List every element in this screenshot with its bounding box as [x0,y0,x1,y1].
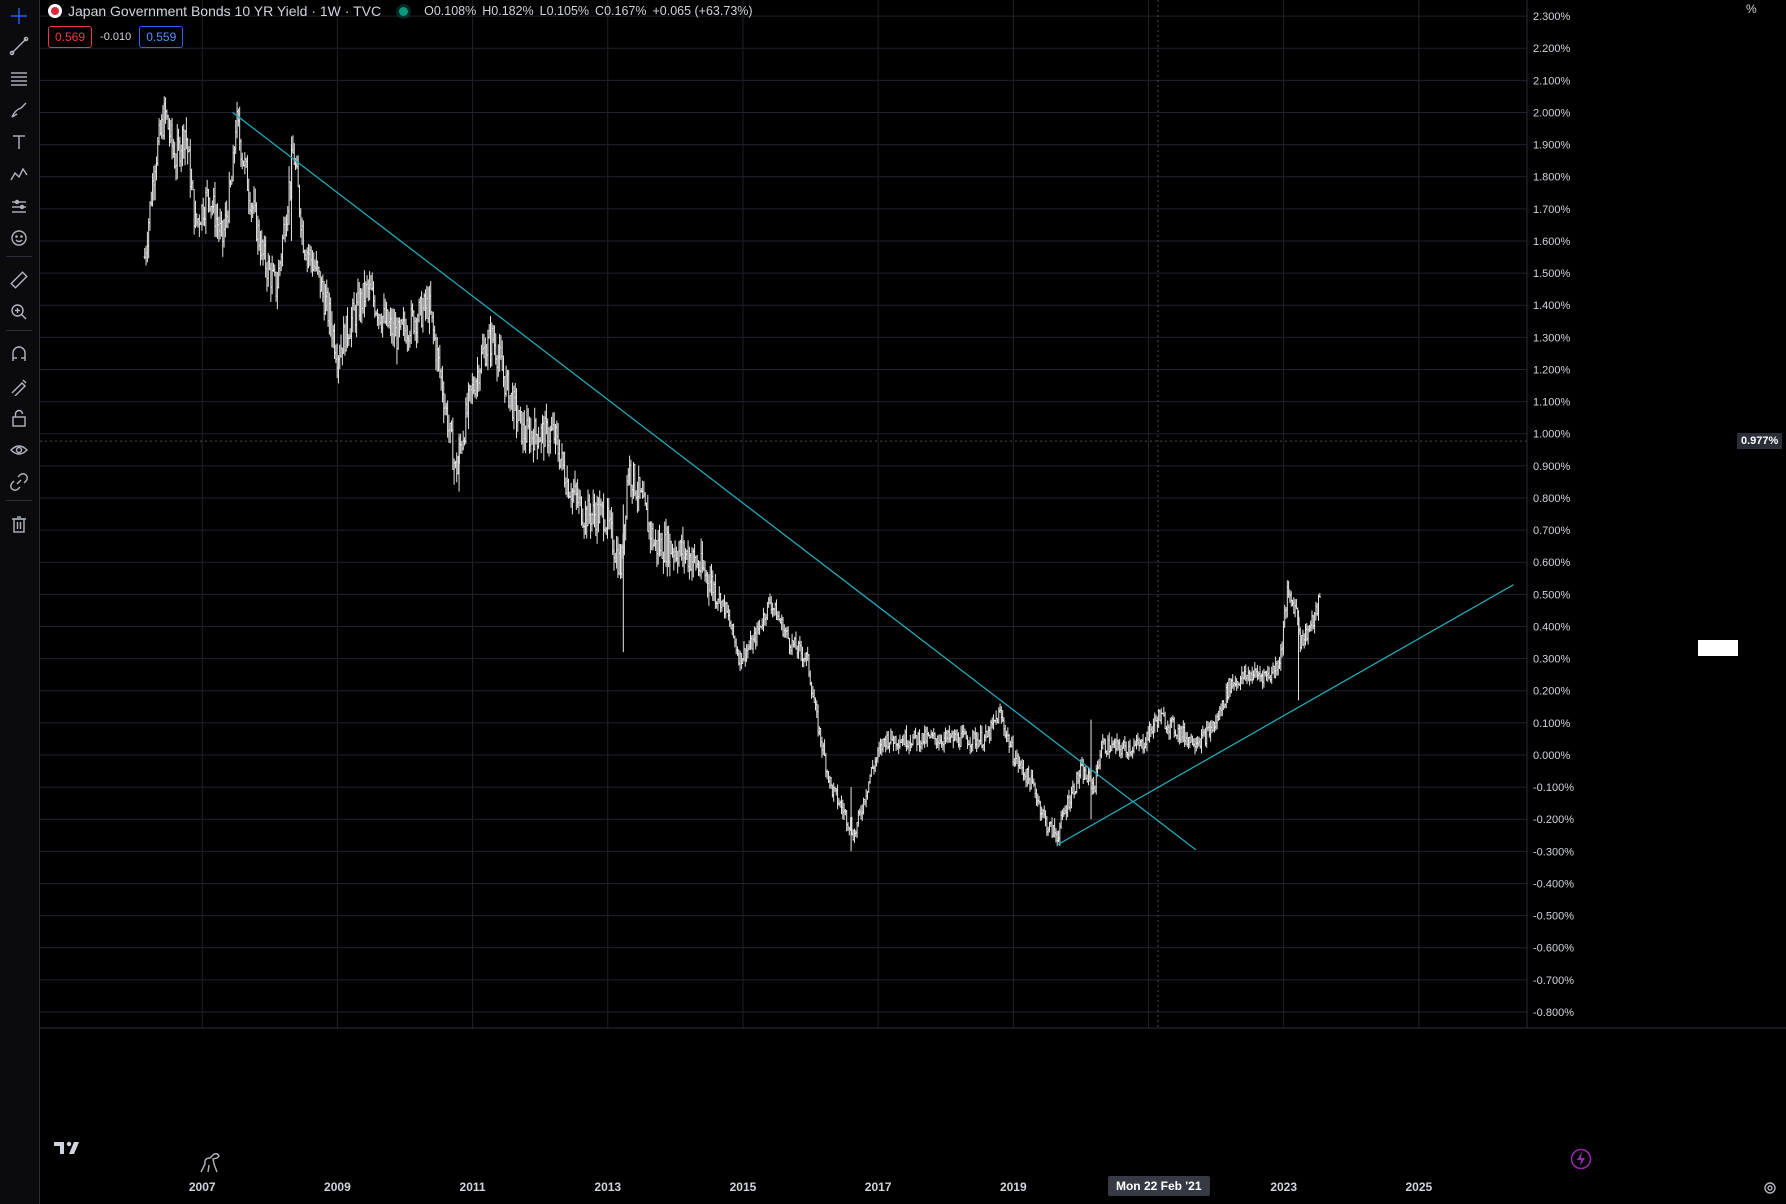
text-tool-icon[interactable] [4,128,34,156]
y-tick-label: 0.900% [1533,461,1571,473]
y-tick-label: 1.700% [1533,204,1571,216]
x-tick-label: 2015 [730,1180,757,1194]
fib-tool-icon[interactable] [4,64,34,92]
ohlc-low: L0.105% [539,4,590,18]
price-chart[interactable]: 2.300% 2.200% 2.100% 2.000% 1.900% 1.800% 1.70… [40,0,1786,1204]
x-tick-label: 2011 [460,1180,486,1194]
sell-price-button[interactable]: 0.569 [48,26,93,48]
y-tick-label: 1.000% [1533,429,1571,441]
chart-area[interactable]: 2.300% 2.200% 2.100% 2.000% 1.900% 1.800% 1.70… [40,0,1786,1204]
lock-icon[interactable] [4,404,34,432]
y-tick-label: -0.100% [1533,782,1574,794]
y-tick-label: 1.200% [1533,364,1571,376]
japan-flag-icon [48,4,62,18]
zoom-in-icon[interactable] [4,298,34,326]
x-tick-label: 2009 [324,1180,351,1194]
y-tick-label: 1.300% [1533,332,1571,344]
crosshair-icon[interactable] [4,2,34,30]
market-status-icon [399,6,409,16]
y-tick-label: 0.300% [1533,654,1571,666]
dinosaur-icon[interactable] [198,1150,224,1174]
y-tick-label: 2.200% [1533,43,1571,55]
lock-drawing-icon[interactable] [4,372,34,400]
y-tick-label: 0.600% [1533,557,1571,569]
x-tick-label: 2007 [189,1180,216,1194]
emoji-tool-icon[interactable] [4,224,34,252]
symbol-legend[interactable]: Japan Government Bonds 10 YR Yield · 1W … [48,1,753,21]
trendlines [232,111,1514,851]
y-tick-label: 2.300% [1533,11,1571,23]
y-tick-label: -0.700% [1533,975,1574,987]
trendline [1056,584,1514,846]
crosshair-price-label: 0.977% [1737,433,1783,450]
drawing-toolbar [0,0,40,1204]
y-tick-label: 2.100% [1533,75,1571,87]
y-tick-label: 1.600% [1533,236,1571,248]
trendline-tool-icon[interactable] [4,32,34,60]
symbol-title[interactable]: Japan Government Bonds 10 YR Yield · 1W … [68,3,382,19]
ohlc-open: O0.108% [424,4,477,18]
ruler-icon[interactable] [4,266,34,294]
price-series [143,96,1322,852]
y-tick-label: 0.800% [1533,493,1571,505]
pattern-tool-icon[interactable] [4,160,34,188]
tradingview-logo-icon[interactable] [54,1140,86,1156]
last-price-marker [1698,640,1738,656]
trash-icon[interactable] [4,510,34,538]
y-tick-label: 1.900% [1533,140,1571,152]
gear-icon[interactable] [1762,1180,1778,1196]
y-tick-label: 1.800% [1533,172,1571,184]
y-tick-label: 1.100% [1533,397,1571,409]
y-tick-label: 2.000% [1533,107,1571,119]
brush-tool-icon[interactable] [4,96,34,124]
link-icon[interactable] [4,468,34,496]
eye-icon[interactable] [4,436,34,464]
x-tick-label: 2023 [1270,1180,1297,1194]
buy-price-button[interactable]: 0.559 [139,26,184,48]
x-tick-label: 2013 [594,1180,621,1194]
y-tick-label: -0.800% [1533,1007,1574,1019]
percent-scale-label[interactable]: % [1746,2,1757,16]
y-tick-label: -0.500% [1533,911,1574,923]
axes: 2.300% 2.200% 2.100% 2.000% 1.900% 1.800% 1.70… [40,0,1786,1194]
x-tick-label: 2019 [1000,1180,1027,1194]
forecast-tool-icon[interactable] [4,192,34,220]
y-tick-label: -0.300% [1533,846,1574,858]
trendline [232,111,1197,851]
y-tick-label: -0.600% [1533,943,1574,955]
spread-value: -0.010 [100,31,132,43]
y-tick-label: -0.200% [1533,814,1574,826]
y-tick-label: -0.400% [1533,878,1574,890]
crosshair [40,0,1527,1028]
x-tick-label: 2017 [865,1180,892,1194]
ohlc-close: C0.167% [595,4,647,18]
x-tick-label: 2025 [1406,1180,1433,1194]
ohlc-change: +0.065 (+63.73%) [652,4,753,18]
y-tick-label: 0.100% [1533,718,1571,730]
trade-price-boxes: 0.569 -0.010 0.559 [48,26,184,48]
y-tick-label: 0.700% [1533,525,1571,537]
grid [40,0,1527,1028]
y-tick-label: 0.200% [1533,686,1571,698]
crosshair-date-label: Mon 22 Feb '21 [1107,1176,1210,1196]
y-tick-label: 0.500% [1533,589,1571,601]
y-tick-label: 0.000% [1533,750,1571,762]
lightning-icon[interactable] [1570,1148,1592,1170]
magnet-icon[interactable] [4,340,34,368]
y-tick-label: 0.400% [1533,621,1571,633]
ohlc-high: H0.182% [482,4,534,18]
y-tick-label: 1.500% [1533,268,1571,280]
y-tick-label: 1.400% [1533,300,1571,312]
